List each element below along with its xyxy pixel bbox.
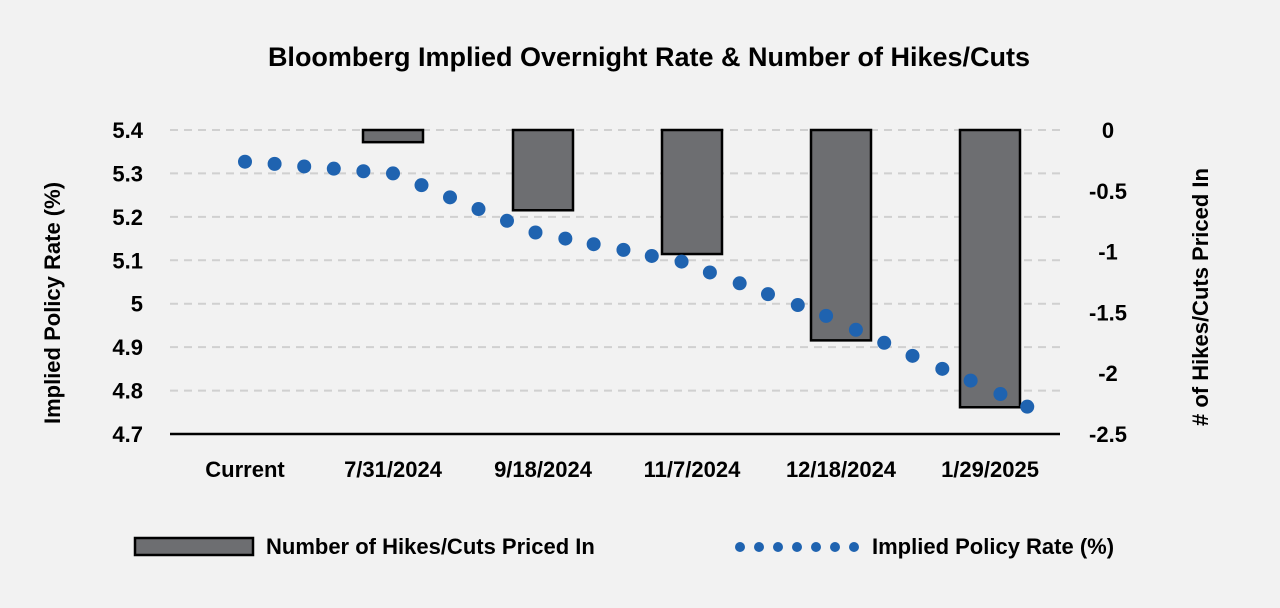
left-tick-label: 5 [131, 292, 143, 317]
scatter-point [586, 237, 601, 252]
x-tick-label: 12/18/2024 [786, 457, 897, 482]
scatter-point [963, 373, 978, 388]
scatter-point [702, 265, 717, 280]
scatter-point [297, 159, 312, 174]
scatter-point [267, 156, 282, 171]
bar [361, 128, 425, 144]
scatter-point [935, 361, 950, 376]
scatter-point [848, 322, 863, 337]
left-axis-title: Implied Policy Rate (%) [40, 182, 65, 424]
bar [660, 128, 724, 256]
x-tick-label: Current [205, 457, 285, 482]
right-tick-label: -1.5 [1089, 300, 1127, 325]
dot-series [238, 154, 1035, 414]
x-tick-label: 11/7/2024 [644, 457, 741, 482]
legend-bar-label: Number of Hikes/Cuts Priced In [266, 534, 595, 559]
legend-bar-swatch [133, 536, 255, 557]
left-tick-label: 5.2 [112, 205, 143, 230]
chart-title: Bloomberg Implied Overnight Rate & Numbe… [268, 42, 1030, 72]
legend-dot [754, 542, 764, 552]
scatter-point [819, 308, 834, 323]
scatter-point [558, 231, 573, 246]
right-tick-label: -2 [1098, 361, 1118, 386]
scatter-point [326, 161, 341, 176]
legend-dot [792, 542, 802, 552]
right-tick-label: -1 [1098, 240, 1118, 265]
left-tick-label: 4.8 [112, 379, 143, 404]
bar [809, 128, 873, 342]
scatter-point [877, 335, 892, 350]
scatter-point [644, 248, 659, 263]
scatter-point [790, 298, 805, 313]
left-tick-label: 5.4 [112, 118, 143, 143]
left-axis-ticks: 5.4 5.3 5.2 5.1 5 4.9 4.8 4.7 [112, 118, 143, 447]
x-axis-ticks: Current 7/31/2024 9/18/2024 11/7/2024 12/18/… [205, 457, 1039, 482]
left-tick-label: 5.1 [112, 248, 143, 273]
right-axis-ticks: 0 -0.5 -1 -1.5 -2 -2.5 [1089, 118, 1127, 447]
legend: Number of Hikes/Cuts Priced In Implied P… [133, 534, 1114, 559]
scatter-point [386, 166, 400, 181]
scatter-point [616, 242, 631, 257]
scatter-point [674, 254, 689, 269]
right-tick-label: -0.5 [1089, 179, 1127, 204]
scatter-point [760, 287, 775, 302]
left-tick-label: 4.9 [112, 335, 143, 360]
scatter-point [356, 164, 371, 179]
left-tick-label: 5.3 [112, 161, 143, 186]
scatter-point [732, 276, 747, 291]
bar [958, 128, 1022, 409]
bar [511, 128, 575, 212]
right-tick-label: -2.5 [1089, 422, 1127, 447]
legend-dot [773, 542, 783, 552]
scatter-point [500, 213, 514, 228]
legend-dot [849, 542, 859, 552]
legend-dot-swatch [735, 542, 859, 552]
scatter-point [993, 387, 1008, 402]
scatter-point [528, 225, 543, 240]
scatter-point [905, 348, 920, 363]
legend-dot [735, 542, 745, 552]
bar-series [361, 128, 1022, 409]
legend-dot [830, 542, 840, 552]
right-axis-title: # of Hikes/Cuts Priced In [1188, 168, 1213, 426]
scatter-point [471, 202, 486, 217]
scatter-point [443, 190, 457, 205]
right-tick-label: 0 [1102, 118, 1114, 143]
scatter-point [238, 154, 252, 169]
x-tick-label: 7/31/2024 [344, 457, 443, 482]
scatter-point [1020, 399, 1035, 414]
legend-dot-label: Implied Policy Rate (%) [872, 534, 1114, 559]
legend-dot [811, 542, 821, 552]
x-tick-label: 9/18/2024 [494, 457, 593, 482]
left-tick-label: 4.7 [112, 422, 143, 447]
x-tick-label: 1/29/2025 [941, 457, 1039, 482]
scatter-point [414, 178, 429, 193]
